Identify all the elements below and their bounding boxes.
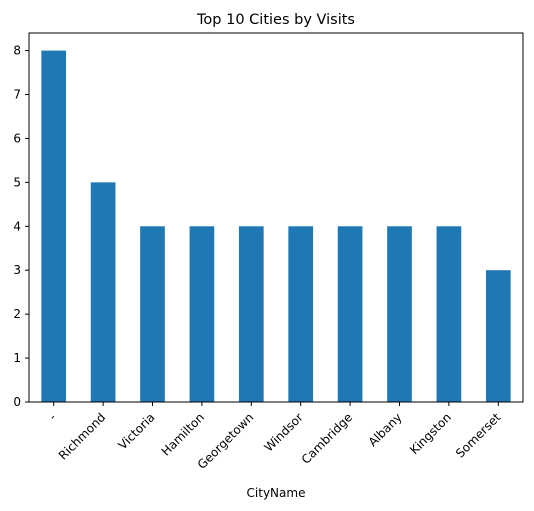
chart-title: Top 10 Cities by Visits bbox=[196, 12, 355, 28]
x-axis-label: CityName bbox=[247, 486, 306, 500]
x-tick-label-8: Kingston bbox=[407, 410, 454, 457]
y-tick-label-3: 3 bbox=[13, 263, 21, 277]
y-tick-label-2: 2 bbox=[13, 307, 21, 321]
bar-0 bbox=[41, 50, 67, 402]
bar-4 bbox=[238, 226, 264, 402]
y-tick-label-6: 6 bbox=[13, 131, 21, 145]
x-tick-label-2: Victoria bbox=[116, 410, 158, 452]
bar-6 bbox=[337, 226, 363, 402]
x-tick-label-7: Albany bbox=[366, 410, 405, 449]
x-tick-label-3: Hamilton bbox=[159, 410, 207, 458]
y-tick-label-8: 8 bbox=[13, 44, 21, 58]
x-tick-label-1: Richmond bbox=[56, 410, 108, 462]
x-tick-label-5: Windsor bbox=[261, 410, 305, 454]
y-tick-label-7: 7 bbox=[13, 88, 21, 102]
y-axis: 0 1 2 3 4 5 6 7 8 bbox=[13, 44, 29, 409]
x-tick-label-9: Somerset bbox=[453, 410, 504, 461]
x-tick-label-0: - bbox=[46, 410, 59, 423]
bars bbox=[41, 50, 511, 402]
bar-2 bbox=[140, 226, 165, 402]
plot-frame bbox=[28, 32, 524, 403]
x-tick-label-6: Cambridge bbox=[299, 410, 356, 467]
y-tick-label-5: 5 bbox=[13, 175, 21, 189]
y-tick-label-0: 0 bbox=[13, 395, 21, 409]
bar-5 bbox=[288, 226, 314, 402]
bar-3 bbox=[189, 226, 215, 402]
bar-9 bbox=[485, 270, 511, 402]
bar-1 bbox=[90, 182, 116, 402]
bar-8 bbox=[436, 226, 462, 402]
y-tick-label-1: 1 bbox=[13, 351, 21, 365]
bar-7 bbox=[387, 226, 412, 402]
y-tick-label-4: 4 bbox=[13, 219, 21, 233]
